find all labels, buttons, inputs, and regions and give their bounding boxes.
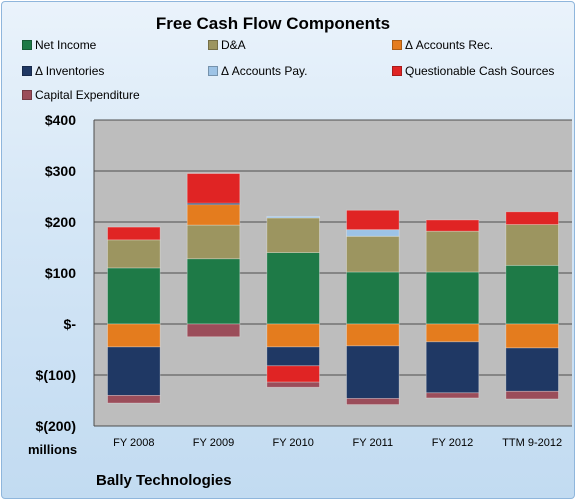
bar-segment <box>505 224 559 266</box>
bar-segment <box>186 258 241 325</box>
y-tick-label: $300 <box>45 163 76 179</box>
y-tick-label: $(200) <box>36 418 76 434</box>
bar-segment <box>107 226 161 241</box>
bar-segment <box>425 271 480 325</box>
legend-inventories: Δ Inventories <box>22 64 104 78</box>
bar-segment <box>425 392 480 399</box>
bar-segment <box>346 398 400 405</box>
bar-segment <box>107 346 161 396</box>
legend-questionable-cash: Questionable Cash Sources <box>392 64 554 78</box>
bar-segment <box>425 323 480 343</box>
bar-segment <box>346 323 400 347</box>
bar-segment <box>505 390 559 400</box>
x-tick-label: TTM 9-2012 <box>502 437 562 449</box>
bar-segment <box>505 211 559 225</box>
bar-segment <box>425 341 480 394</box>
y-tick-label: $400 <box>45 112 76 128</box>
bar-segment <box>346 235 400 273</box>
company-name: Bally Technologies <box>96 472 232 489</box>
legend-swatch-accounts-pay <box>208 66 218 76</box>
y-tick-label: $200 <box>45 214 76 230</box>
legend-label: Δ Inventories <box>35 64 105 78</box>
bar-segment <box>266 323 320 348</box>
x-tick-label: FY 2012 <box>432 437 473 449</box>
legend-label: Net Income <box>35 38 97 52</box>
bar-segment <box>186 323 241 338</box>
bar-segment <box>107 239 161 269</box>
legend-net-income: Net Income <box>22 38 96 52</box>
bar-segment <box>266 252 320 325</box>
bar-segment <box>346 271 400 325</box>
bar-segment <box>186 224 241 260</box>
x-tick-label: FY 2010 <box>272 437 313 449</box>
legend-swatch-net-income <box>22 40 32 50</box>
legend-swatch-inventories <box>22 66 32 76</box>
legend-label: Questionable Cash Sources <box>405 64 555 78</box>
bar-segment <box>107 267 161 325</box>
legend-swatch-da <box>208 40 218 50</box>
bar-segment <box>346 209 400 231</box>
legend-swatch-capex <box>22 90 32 100</box>
bar-segment <box>346 345 400 399</box>
legend-label: D&A <box>221 38 246 52</box>
legend-da: D&A <box>208 38 246 52</box>
bar-segment <box>425 230 480 273</box>
bar-segment <box>266 381 320 388</box>
bar-segment <box>505 264 559 325</box>
y-tick-label: $(100) <box>36 367 76 383</box>
legend-accounts-pay: Δ Accounts Pay. <box>208 64 308 78</box>
units-label: millions <box>28 442 78 457</box>
bar-segment <box>505 347 559 392</box>
bar-segment <box>505 323 559 349</box>
bar-segment <box>186 204 241 226</box>
legend-swatch-accounts-rec <box>392 40 402 50</box>
x-tick-label: FY 2008 <box>113 437 154 449</box>
bar-segment <box>346 229 400 237</box>
chart-title: Free Cash Flow Components <box>155 14 391 33</box>
legend-label: Δ Accounts Rec. <box>405 38 494 52</box>
bar-segment <box>266 215 320 219</box>
x-tick-label: FY 2009 <box>193 437 234 449</box>
bar-segment <box>266 346 320 367</box>
legend-label: Capital Expenditure <box>35 88 140 102</box>
bar-segment <box>266 217 320 253</box>
y-tick-label: $- <box>64 316 77 332</box>
y-tick-label: $100 <box>45 265 76 281</box>
x-tick-label: FY 2011 <box>353 437 394 449</box>
legend-accounts-rec: Δ Accounts Rec. <box>392 38 493 52</box>
bar-segment <box>107 394 161 404</box>
legend-label: Δ Accounts Pay. <box>221 64 308 78</box>
bar-segment <box>186 173 241 204</box>
bar-segment <box>107 323 161 348</box>
legend-swatch-questionable-cash <box>392 66 402 76</box>
legend-capex: Capital Expenditure <box>22 88 140 102</box>
bar-segment <box>266 365 320 383</box>
bar-segment <box>425 219 480 232</box>
